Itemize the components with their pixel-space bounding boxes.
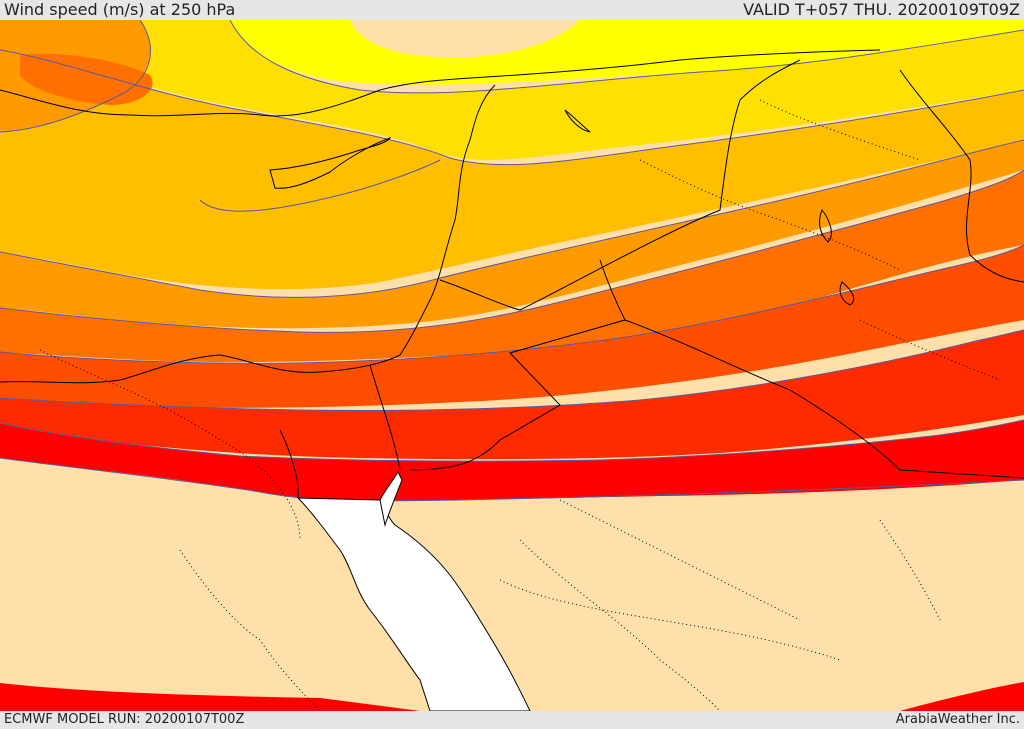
band-9-bottom	[0, 683, 420, 711]
band-9-bottom-right	[900, 682, 1024, 711]
map-title: Wind speed (m/s) at 250 hPa	[4, 0, 236, 19]
map-footer: ECMWF MODEL RUN: 20200107T00Z ArabiaWeat…	[0, 711, 1024, 729]
contour-lines	[0, 20, 1024, 502]
map-header: Wind speed (m/s) at 250 hPa VALID T+057 …	[0, 0, 1024, 20]
borders	[0, 49, 1024, 499]
band-5-south	[0, 140, 1024, 329]
wind-speed-map	[0, 20, 1024, 711]
valid-time: VALID T+057 THU. 20200109T09Z	[743, 0, 1020, 19]
band-6-patch	[20, 53, 153, 105]
red-sea	[296, 497, 531, 711]
band-7	[0, 245, 1024, 408]
band-9	[0, 420, 1024, 502]
credit: ArabiaWeather Inc.	[895, 712, 1020, 727]
model-run: ECMWF MODEL RUN: 20200107T00Z	[4, 712, 245, 727]
admin-borders	[39, 99, 1001, 711]
band-1-patch	[350, 20, 580, 58]
band-6	[0, 170, 1024, 363]
gulf-of-aqaba	[379, 470, 403, 527]
band-4	[0, 50, 1024, 290]
map-canvas	[0, 20, 1024, 711]
band-3	[0, 20, 1024, 160]
band-8	[0, 330, 1024, 460]
